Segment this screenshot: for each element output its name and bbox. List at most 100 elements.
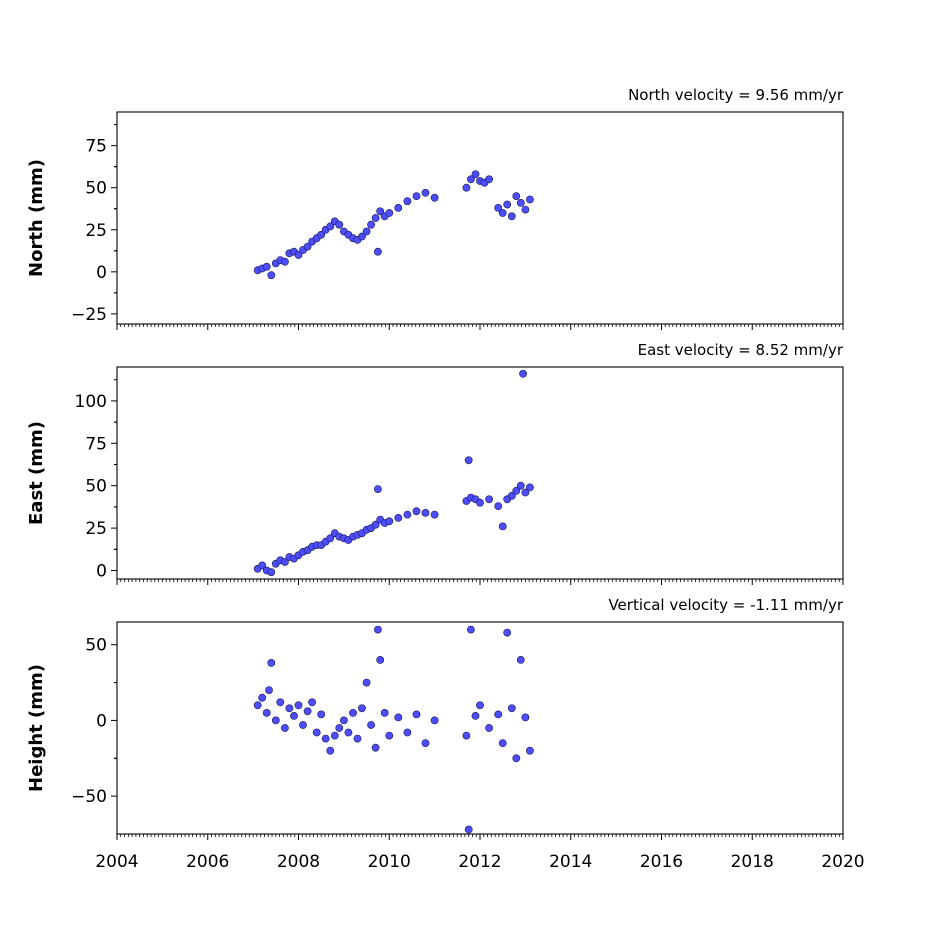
data-point xyxy=(394,203,403,212)
data-point xyxy=(485,724,493,732)
vertical-velocity-title: Vertical velocity = -1.11 mm/yr xyxy=(608,596,843,614)
data-point xyxy=(330,731,339,740)
data-point xyxy=(385,209,394,217)
data-point xyxy=(353,734,362,743)
data-point xyxy=(317,710,326,719)
data-point xyxy=(507,491,516,500)
data-point xyxy=(303,707,312,716)
y-tick-label: 100 xyxy=(75,392,107,412)
data-point xyxy=(403,510,412,519)
data-point xyxy=(394,713,403,722)
data-point xyxy=(280,257,289,266)
data-point xyxy=(358,704,366,713)
data-point xyxy=(358,232,366,241)
data-point xyxy=(494,710,503,719)
east-ylabel: East (mm) xyxy=(26,421,47,525)
data-point xyxy=(521,205,530,214)
x-tick-label: 2020 xyxy=(821,852,864,872)
data-point xyxy=(421,188,430,197)
data-point xyxy=(373,247,382,256)
data-point xyxy=(412,710,421,719)
data-point xyxy=(471,170,480,179)
east-velocity-title: East velocity = 8.52 mm/yr xyxy=(638,341,844,359)
data-point xyxy=(394,514,403,522)
data-point xyxy=(516,656,525,664)
data-point xyxy=(253,701,262,710)
data-point xyxy=(519,369,527,378)
y-tick-label: 0 xyxy=(96,562,107,582)
x-tick-label: 2018 xyxy=(731,852,774,872)
data-point xyxy=(412,507,421,516)
data-point xyxy=(376,656,385,664)
data-point xyxy=(421,739,430,747)
data-point xyxy=(376,207,385,216)
data-point xyxy=(262,709,271,717)
y-tick-label: −25 xyxy=(71,305,107,325)
y-tick-label: −50 xyxy=(71,787,107,807)
data-point xyxy=(371,520,380,529)
data-point xyxy=(471,712,480,720)
height-ylabel: Height (mm) xyxy=(26,664,47,792)
data-point xyxy=(485,495,493,504)
data-point xyxy=(326,534,335,543)
data-point xyxy=(521,713,530,722)
y-tick-label: 75 xyxy=(85,434,107,454)
data-point xyxy=(267,659,276,667)
data-point xyxy=(362,678,371,687)
data-point xyxy=(371,743,380,752)
data-point xyxy=(485,175,493,184)
data-point xyxy=(362,227,371,236)
panel-north: North velocity = 9.56 mm/yr North (mm) −… xyxy=(26,86,844,330)
data-point xyxy=(498,739,507,747)
y-tick-label: 25 xyxy=(85,221,107,241)
north-ylabel: North (mm) xyxy=(26,159,47,277)
data-point xyxy=(367,721,375,729)
x-tick-label: 2008 xyxy=(277,852,320,872)
data-point xyxy=(276,698,285,707)
data-point xyxy=(262,262,271,271)
data-point xyxy=(367,220,375,229)
data-point xyxy=(507,704,516,713)
data-point xyxy=(326,222,335,231)
data-point xyxy=(339,716,348,725)
data-point xyxy=(521,488,530,497)
x-tick-label: 2006 xyxy=(186,852,229,872)
data-point xyxy=(430,510,439,519)
data-point xyxy=(267,568,276,577)
data-point xyxy=(466,175,475,184)
y-tick-label: 0 xyxy=(96,263,107,283)
data-point xyxy=(267,271,276,280)
data-point xyxy=(430,193,439,202)
data-point xyxy=(271,716,280,725)
data-point xyxy=(371,214,380,222)
data-point xyxy=(321,734,330,743)
data-point xyxy=(498,522,507,531)
data-point xyxy=(403,197,412,206)
data-point xyxy=(526,746,534,755)
data-point xyxy=(280,724,289,732)
data-point xyxy=(265,686,273,694)
data-point xyxy=(466,625,475,634)
panel-height: Vertical velocity = -1.11 mm/yr Height (… xyxy=(26,596,865,872)
data-point xyxy=(512,754,521,763)
y-tick-label: 50 xyxy=(85,179,107,199)
data-point xyxy=(494,502,503,510)
data-point xyxy=(412,192,421,200)
data-point xyxy=(421,509,430,517)
data-point xyxy=(326,746,335,755)
data-point xyxy=(430,716,439,725)
data-point xyxy=(349,709,357,717)
data-point xyxy=(462,731,471,740)
data-point xyxy=(503,200,512,209)
data-point xyxy=(462,183,471,192)
data-point xyxy=(503,628,512,637)
data-point xyxy=(258,561,267,570)
data-point xyxy=(507,212,516,221)
data-point xyxy=(476,701,484,710)
y-tick-label: 0 xyxy=(96,711,107,731)
data-point xyxy=(526,195,534,204)
north-velocity-title: North velocity = 9.56 mm/yr xyxy=(628,86,844,104)
x-tick-label: 2014 xyxy=(549,852,592,872)
data-points xyxy=(253,369,534,577)
